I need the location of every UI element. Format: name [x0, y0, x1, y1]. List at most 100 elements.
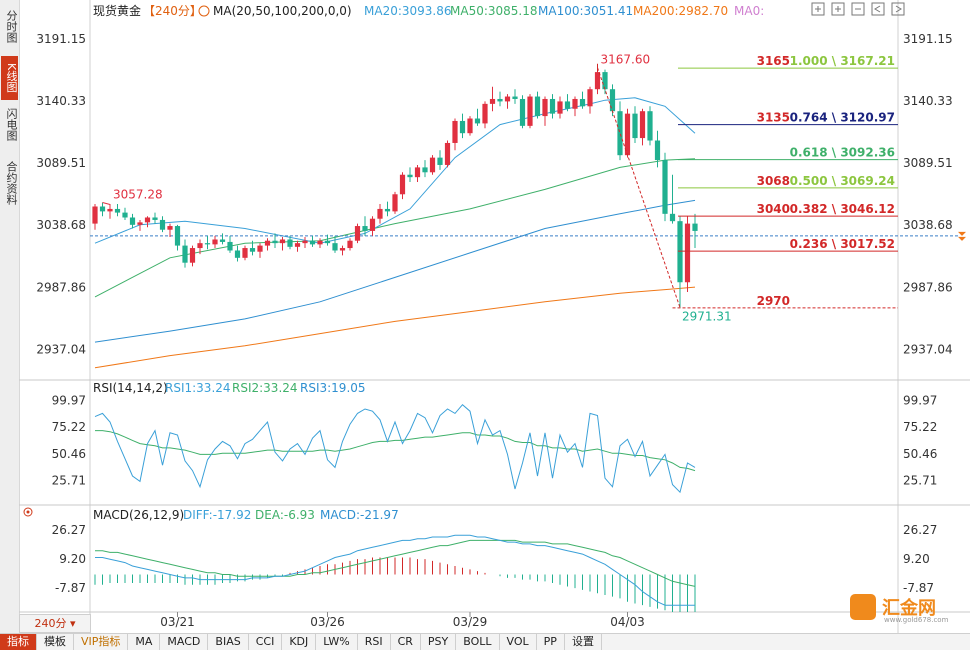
rsi-tick-left: 25.71: [52, 474, 86, 488]
indicator-tab[interactable]: VOL: [500, 634, 537, 650]
scroll-left-icon[interactable]: [871, 2, 885, 16]
candle-body: [392, 194, 398, 212]
fib-level-label: 0.382 \ 3046.12: [790, 202, 895, 216]
candle-body: [212, 239, 218, 245]
rsi-slow-line: [95, 430, 696, 472]
date-label: 03/26: [310, 615, 345, 629]
macd-diff-value: DIFF:-17.92: [183, 508, 251, 522]
candle-body: [339, 248, 346, 251]
indicator-tab[interactable]: PP: [537, 634, 565, 650]
candle-body: [122, 212, 128, 218]
early-high-marker: [102, 202, 111, 205]
indicator-tab[interactable]: MACD: [160, 634, 209, 650]
rsi-tick-right: 25.71: [903, 474, 937, 488]
fib-level-label: 0.618 \ 3092.36: [790, 146, 895, 160]
candle-body: [227, 241, 233, 251]
macd-tick-right: -7.87: [903, 581, 934, 595]
kline-chart[interactable]: 现货黄金 【240分】 MA(20,50,100,200,0,0) MA20:3…: [0, 0, 970, 633]
candle-body: [369, 218, 376, 231]
price-tick-right: 2987.86: [903, 280, 953, 294]
candle-body: [362, 226, 368, 231]
rsi-tick-left: 75.22: [52, 420, 86, 434]
candle-body: [309, 240, 316, 245]
candle-body: [587, 89, 593, 107]
zoom-in-icon[interactable]: [831, 2, 845, 16]
candle-body: [279, 239, 286, 244]
indicator-tab[interactable]: 指标: [0, 634, 37, 650]
candle-body: [354, 226, 361, 241]
indicator-tab[interactable]: CR: [391, 634, 421, 650]
toolbar: [811, 2, 905, 16]
settings-gear-icon[interactable]: [23, 507, 33, 517]
candle-body: [92, 206, 98, 224]
candle-body: [609, 89, 616, 112]
price-tick-right: 2937.04: [903, 342, 953, 356]
ma100-value: MA100:3051.41: [538, 4, 633, 18]
indicator-tab[interactable]: VIP指标: [74, 634, 129, 650]
rsi1-value: RSI1:33.24: [165, 381, 231, 395]
indicator-tab[interactable]: KDJ: [282, 634, 317, 650]
indicator-tab[interactable]: BIAS: [208, 634, 249, 650]
price-tick-left: 3089.51: [36, 156, 86, 170]
indicator-tab[interactable]: RSI: [358, 634, 391, 650]
candle-body: [437, 157, 443, 165]
tab-flash-chart[interactable]: 闪电图: [5, 107, 18, 141]
candle-body: [197, 243, 203, 249]
ma-params[interactable]: MA(20,50,100,200,0,0): [213, 4, 352, 18]
price-tick-left: 3140.33: [36, 94, 86, 108]
indicator-tab[interactable]: 设置: [565, 634, 602, 650]
candle-body: [602, 72, 608, 90]
zoom-out-icon[interactable]: [851, 2, 865, 16]
candle-body: [632, 113, 638, 139]
candle-body: [549, 98, 556, 114]
price-tick-left: 2987.86: [36, 280, 86, 294]
scroll-right-icon[interactable]: [891, 2, 905, 16]
macd-title[interactable]: MACD(26,12,9): [93, 508, 184, 522]
fullscreen-icon[interactable]: [811, 2, 825, 16]
candle-body: [669, 213, 676, 222]
macd-dea-line: [95, 539, 696, 587]
price-tick-right: 3191.15: [903, 32, 953, 46]
candle-body: [302, 240, 308, 244]
candle-body: [624, 113, 631, 156]
tab-contract-info[interactable]: 合约资料: [5, 161, 18, 205]
indicator-tab[interactable]: PSY: [421, 634, 457, 650]
candle-body: [429, 157, 436, 173]
indicator-tab[interactable]: MA: [128, 634, 161, 650]
candle-body: [324, 240, 331, 244]
date-label: 04/03: [610, 615, 645, 629]
ma20-value: MA20:3093.86: [364, 4, 452, 18]
marked-low-label: 2971.31: [682, 310, 732, 324]
candle-body: [287, 239, 293, 247]
price-tick-right: 3089.51: [903, 156, 953, 170]
ma50-line: [94, 158, 696, 298]
candle-body: [242, 248, 248, 258]
candle-body: [594, 72, 601, 90]
tab-timeshare[interactable]: 分时图: [5, 9, 18, 43]
early-high-label: 3057.28: [113, 187, 163, 201]
tab-kline[interactable]: K线图: [1, 56, 18, 100]
candle-body: [99, 206, 106, 212]
indicator-tab[interactable]: BOLL: [456, 634, 500, 650]
rsi-panel: 99.97 99.97 75.22 75.22 50.46 50.46 25.71 25.71: [52, 393, 937, 494]
fib-level-label: 0.236 \ 3017.52: [790, 237, 895, 251]
candle-body: [512, 96, 518, 99]
indicator-tab[interactable]: LW%: [316, 634, 358, 650]
period-toggle-icon[interactable]: [198, 5, 210, 17]
ma0-value: MA0:: [734, 4, 764, 18]
fib-price-label: 3135: [757, 111, 790, 125]
price-tick-left: 3191.15: [36, 32, 86, 46]
period-label[interactable]: 【240分】: [143, 4, 202, 18]
rsi3-value: RSI3:19.05: [300, 381, 366, 395]
macd-header: MACD(26,12,9) DIFF:-17.92 DEA:-6.93 MACD…: [23, 507, 399, 522]
rsi-tick-right: 50.46: [903, 447, 937, 461]
indicator-tab[interactable]: 模板: [37, 634, 74, 650]
period-selector[interactable]: 240分 ▾: [19, 614, 91, 633]
rsi-title[interactable]: RSI(14,14,2): [93, 381, 168, 395]
candle-body: [182, 245, 188, 263]
rsi-fast-line: [94, 403, 696, 494]
indicator-tab[interactable]: CCI: [249, 634, 283, 650]
candle-body: [452, 120, 458, 143]
marked-high-label: 3167.60: [601, 53, 651, 67]
candle-body: [347, 240, 353, 249]
